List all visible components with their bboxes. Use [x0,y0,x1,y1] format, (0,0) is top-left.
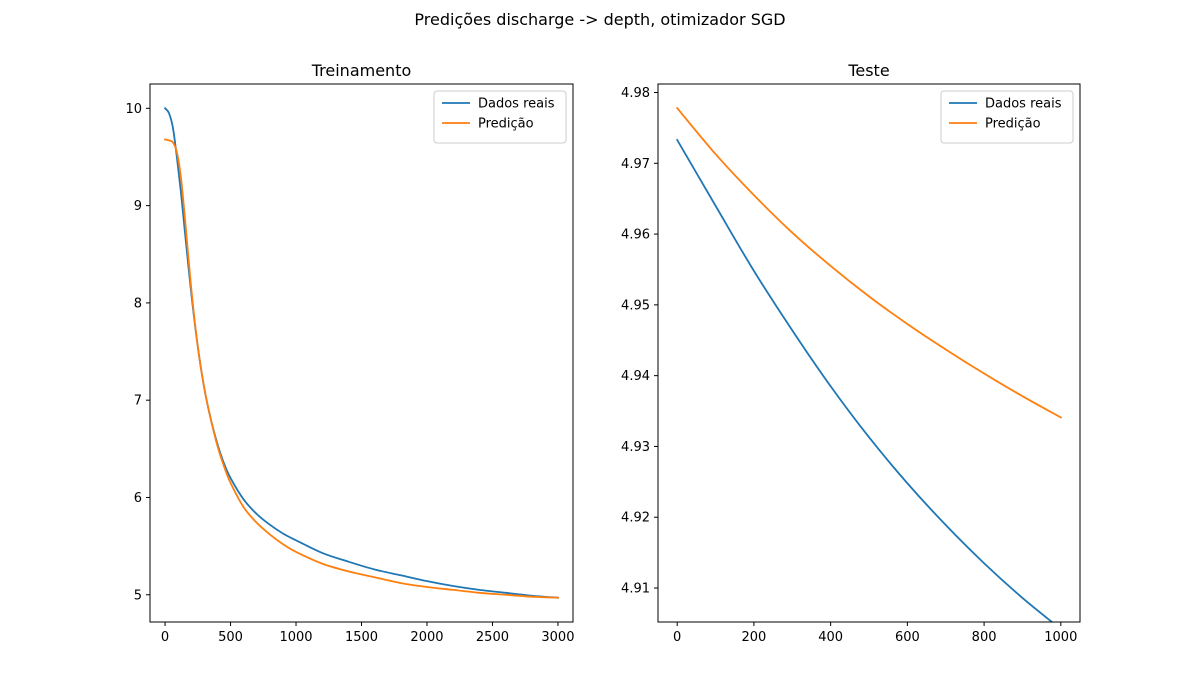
legend-label-pred: Predição [985,117,1041,132]
y-tick-label: 7 [134,394,142,409]
y-tick-label: 4.94 [621,369,650,384]
legend-label-real: Dados reais [478,97,555,112]
legend-label-pred: Predição [478,117,534,132]
figure-title: Predições discharge -> depth, otimizador… [414,10,786,29]
legend: Dados reais Predição [433,90,567,144]
y-tick-label: 4.97 [621,157,650,172]
legend: Dados reais Predição [940,90,1074,144]
series-line-real [675,138,1054,622]
x-tick-label: 2500 [476,630,509,645]
y-tick-label: 4.93 [621,440,650,455]
legend-box [433,90,567,144]
legend-box [940,90,1074,144]
y-tick-label: 6 [134,491,142,506]
legend-label-real: Dados reais [985,97,1062,112]
axes-title: Teste [847,61,889,80]
series-line-pred [675,106,1063,419]
x-tick-label: 1000 [279,630,312,645]
panel-training: Treinamento 0 500 1000 1500 2000 2500 3000 5 6 7 8 9… [125,61,574,645]
x-tick-label: 2000 [410,630,443,645]
x-tick-label: 1000 [1044,630,1077,645]
series-line-real [163,107,559,599]
x-tick-label: 1500 [345,630,378,645]
y-tick-label: 4.91 [621,582,650,597]
x-tick-label: 0 [161,630,169,645]
y-tick-label: 8 [134,296,142,311]
x-tick-label: 500 [218,630,243,645]
y-tick-label: 4.98 [621,86,650,101]
x-tick-label: 400 [818,630,843,645]
x-tick-label: 600 [895,630,920,645]
y-tick-label: 4.96 [621,228,650,243]
x-tick-label: 200 [741,630,766,645]
x-tick-label: 3000 [541,630,574,645]
y-tick-label: 9 [134,199,142,214]
axes-frame [657,83,1081,623]
panel-test: Teste 0 200 400 600 800 1000 4.91 4.92 4.93 4.94 4.… [621,61,1081,645]
x-tick-label: 0 [673,630,681,645]
axes-frame [149,83,574,623]
y-tick-label: 10 [125,102,142,117]
x-tick-label: 800 [972,630,997,645]
axes-title: Treinamento [311,61,412,80]
y-tick-label: 4.92 [621,511,650,526]
y-tick-label: 4.95 [621,298,650,313]
series-line-pred [163,138,559,599]
y-tick-label: 5 [134,588,142,603]
